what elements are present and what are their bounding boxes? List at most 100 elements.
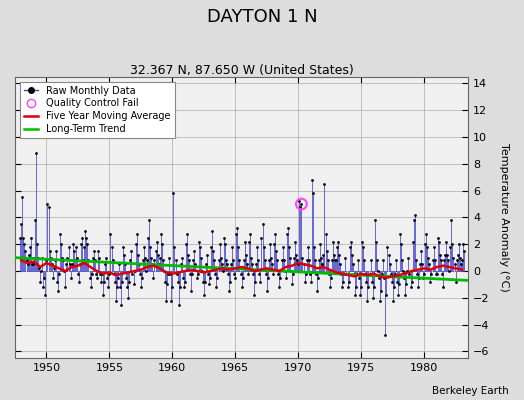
Point (187, 288, 195, 294)
Point (336, 261, 344, 268)
Point (259, 244, 268, 250)
Point (243, 261, 251, 268)
Point (405, 270, 413, 277)
Point (214, 257, 223, 264)
Point (142, 268, 150, 274)
Point (169, 190, 178, 196)
Point (32, 150, 40, 156)
Point (238, 274, 247, 281)
Point (192, 274, 201, 281)
Point (293, 257, 301, 264)
Point (350, 270, 358, 277)
Point (452, 257, 461, 264)
Point (319, 252, 328, 258)
Point (346, 238, 355, 245)
Point (203, 252, 211, 258)
Point (460, 248, 468, 254)
Point (79, 257, 88, 264)
Point (179, 274, 187, 281)
Point (172, 270, 181, 277)
Point (180, 284, 188, 290)
Point (352, 284, 360, 290)
Point (205, 281, 213, 288)
Point (50, 265, 58, 272)
Point (165, 254, 173, 261)
Point (263, 288, 271, 294)
Point (78, 234, 86, 241)
Point (171, 257, 180, 264)
Point (184, 252, 192, 258)
Point (36, 278, 45, 285)
Point (287, 268, 295, 274)
Point (304, 257, 313, 264)
Point (41, 292, 50, 298)
Point (322, 248, 331, 254)
Point (100, 278, 108, 285)
Point (91, 257, 99, 264)
Point (344, 278, 353, 285)
Point (285, 244, 293, 250)
Point (354, 257, 362, 264)
Point (442, 238, 450, 245)
Point (292, 252, 300, 258)
Point (222, 257, 230, 264)
Point (85, 274, 94, 281)
Point (48, 261, 56, 268)
Point (382, 292, 390, 298)
Point (258, 221, 267, 227)
Point (58, 254, 67, 261)
Point (435, 252, 444, 258)
Point (231, 274, 239, 281)
Point (84, 257, 93, 264)
Point (201, 278, 209, 285)
Point (323, 257, 332, 264)
Point (55, 270, 63, 277)
Point (364, 284, 373, 290)
Point (261, 270, 270, 277)
Point (144, 234, 152, 241)
Point (151, 248, 160, 254)
Point (186, 270, 194, 277)
Point (457, 261, 465, 268)
Point (104, 284, 113, 290)
Point (149, 274, 158, 281)
Point (63, 254, 72, 261)
Point (369, 284, 378, 290)
Point (302, 257, 311, 264)
Point (76, 261, 84, 268)
Point (135, 261, 143, 268)
Point (451, 278, 460, 285)
Point (398, 257, 406, 264)
Point (46, 248, 54, 254)
Point (391, 257, 400, 264)
Point (24, 261, 32, 268)
Point (89, 254, 97, 261)
Point (432, 270, 440, 277)
Point (96, 270, 104, 277)
Point (381, 332, 389, 338)
Point (339, 278, 347, 285)
Point (157, 230, 165, 237)
Point (341, 254, 350, 261)
Point (380, 274, 388, 281)
Point (373, 257, 381, 264)
Point (246, 230, 254, 237)
Point (360, 257, 368, 264)
Point (93, 274, 101, 281)
Point (117, 301, 125, 308)
Point (183, 230, 191, 237)
Point (215, 241, 224, 248)
Point (256, 278, 265, 285)
Point (124, 295, 133, 301)
Point (232, 230, 241, 237)
Point (156, 254, 164, 261)
Point (198, 268, 206, 274)
Point (457, 257, 466, 264)
Point (126, 257, 135, 264)
Point (200, 292, 208, 298)
Point (133, 230, 141, 237)
Point (110, 270, 118, 277)
Point (418, 261, 426, 268)
Point (458, 241, 467, 248)
Point (396, 230, 404, 237)
